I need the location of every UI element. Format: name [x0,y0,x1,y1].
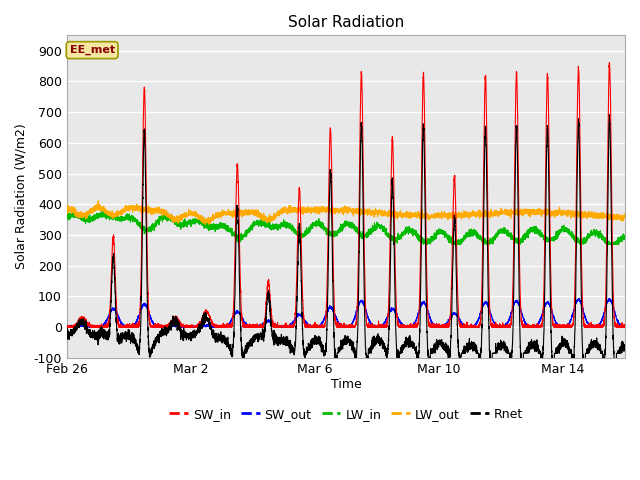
SW_in [395,324,403,330]
LW_out [166,216,174,222]
Line: LW_out: LW_out [67,201,625,224]
Rnet [166,321,174,327]
SW_in [163,324,171,329]
SW_out [575,296,583,301]
SW_out [621,324,629,330]
SW_in [621,324,629,329]
SW_in [615,324,623,330]
LW_out [163,211,171,217]
LW_out [63,210,70,216]
Rnet [250,337,258,343]
Rnet [615,350,623,356]
LW_out [615,214,623,220]
SW_in [250,322,258,327]
LW_out [621,215,629,220]
SW_in [605,60,613,65]
SW_out [86,323,93,329]
Rnet [163,325,171,331]
LW_in [100,208,108,214]
SW_out [250,324,258,330]
SW_in [63,324,70,329]
Rnet [605,112,613,118]
SW_out [163,324,171,330]
LW_in [615,240,623,246]
LW_out [94,198,102,204]
Rnet [86,331,93,336]
SW_out [615,321,623,326]
LW_in [420,241,428,247]
SW_out [166,323,174,329]
LW_in [250,218,258,224]
LW_in [395,237,403,242]
SW_in [166,320,174,326]
Line: Rnet: Rnet [67,115,625,371]
LW_in [86,216,93,222]
SW_out [63,324,70,329]
SW_out [395,318,403,324]
SW_in [63,324,71,330]
LW_in [166,215,174,221]
LW_out [396,212,403,218]
Y-axis label: Solar Radiation (W/m2): Solar Radiation (W/m2) [15,124,28,269]
Text: EE_met: EE_met [70,45,115,55]
Line: SW_in: SW_in [67,62,625,327]
LW_in [621,232,629,238]
LW_in [163,216,171,221]
Rnet [487,368,495,373]
Rnet [63,331,70,336]
Line: LW_in: LW_in [67,211,625,244]
LW_out [86,207,93,213]
Rnet [395,352,403,358]
SW_in [86,322,93,327]
Rnet [621,341,629,347]
SW_out [63,324,71,330]
LW_out [202,221,209,227]
Title: Solar Radiation: Solar Radiation [288,15,404,30]
Legend: SW_in, SW_out, LW_in, LW_out, Rnet: SW_in, SW_out, LW_in, LW_out, Rnet [164,403,528,426]
LW_in [63,216,70,222]
Line: SW_out: SW_out [67,299,625,327]
LW_out [250,209,258,215]
X-axis label: Time: Time [330,378,361,391]
